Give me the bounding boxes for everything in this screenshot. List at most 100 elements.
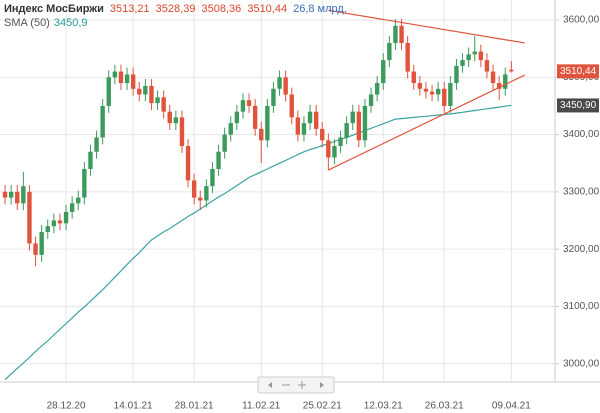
candle-body <box>143 85 148 95</box>
candle-body <box>320 128 325 141</box>
scroll-widget[interactable] <box>257 376 335 394</box>
ohlc-label: 3510,44 <box>247 3 288 15</box>
x-tick-label: 28.12.20 <box>47 401 86 412</box>
candle-body <box>313 111 319 129</box>
candle-body <box>503 74 508 89</box>
price-tag <box>557 64 599 79</box>
zoom-in[interactable] <box>298 381 306 389</box>
candle-body <box>448 83 453 106</box>
x-tick-label: 26.03.21 <box>425 401 464 412</box>
candle-body <box>423 88 429 92</box>
candle-body <box>246 100 252 106</box>
candle-body <box>289 94 294 118</box>
candle-body <box>429 91 435 95</box>
candle-body <box>368 94 374 106</box>
candle-body <box>112 71 118 78</box>
candle-body <box>124 74 130 84</box>
candle-body <box>295 117 301 135</box>
candle-body <box>277 77 282 89</box>
candle-body <box>216 151 221 169</box>
candle-body <box>167 111 172 124</box>
trendline <box>328 74 526 171</box>
instrument-title: Индекс МосБиржи <box>4 3 104 15</box>
trendline <box>328 9 525 44</box>
header-line: Индекс МосБиржи 3513,21 3528,39 3508,36 3… <box>4 2 347 16</box>
price-tag <box>557 98 599 113</box>
candle-body <box>381 60 386 84</box>
sma-line: SMA (50) 3450,9 <box>4 16 347 30</box>
candle-body <box>265 105 270 141</box>
candle-body <box>185 146 191 181</box>
candle-body <box>155 97 160 104</box>
candle-body <box>45 226 50 232</box>
x-tick-label: 09.04.21 <box>492 401 531 412</box>
candle-body <box>8 191 14 198</box>
candle-body <box>460 60 465 66</box>
candle-body <box>76 197 81 204</box>
candle-body <box>271 88 276 106</box>
candle-body <box>326 140 331 158</box>
x-tick-label: 28.01.21 <box>175 401 214 412</box>
scroll-left[interactable] <box>268 382 272 388</box>
ohlc-label: 3508,36 <box>201 3 242 15</box>
candle-body <box>259 128 264 141</box>
candle-body <box>130 74 136 89</box>
candle-body <box>27 191 32 244</box>
candle-body <box>82 168 87 198</box>
y-tick-label: 3300,00 <box>563 186 600 197</box>
scroll-right[interactable] <box>320 382 324 388</box>
y-tick-label: 3200,00 <box>563 244 600 255</box>
candle-body <box>191 180 197 198</box>
header: Индекс МосБиржи 3513,21 3528,39 3508,36 3… <box>4 2 347 30</box>
candle-body <box>2 191 8 198</box>
candle-body <box>69 203 75 212</box>
x-tick-label: 11.02.21 <box>242 401 281 412</box>
candle-body <box>466 54 471 61</box>
candle-body <box>496 83 502 89</box>
candle-body <box>57 220 63 224</box>
sma-name: SMA (50) <box>4 17 50 29</box>
candle-body <box>39 231 44 255</box>
candle-body <box>344 123 349 138</box>
candle-body <box>405 42 410 72</box>
candle-body <box>356 111 362 141</box>
x-tick-label: 14.01.21 <box>114 401 153 412</box>
candle-body <box>387 42 392 61</box>
candle-body <box>350 111 355 124</box>
candle-body <box>338 137 343 147</box>
candle-body <box>173 117 179 124</box>
candle-body <box>15 191 20 204</box>
candle-body <box>118 71 124 84</box>
candle-body <box>454 65 459 84</box>
y-tick-label: 3100,00 <box>563 301 600 312</box>
candle-body <box>228 123 233 135</box>
candle-body <box>21 186 26 204</box>
candle-body <box>399 25 404 43</box>
y-tick-label: 3400,00 <box>563 129 600 140</box>
y-tick-label: 3000,00 <box>563 358 600 369</box>
candle-body <box>149 85 154 104</box>
candle-body <box>435 88 441 95</box>
y-tick-label: 3600,00 <box>563 15 600 26</box>
ohlc-label: 3528,39 <box>155 3 196 15</box>
candle-body <box>509 69 514 72</box>
candle-body <box>210 168 215 187</box>
candle-body <box>88 151 93 169</box>
candle-body <box>411 71 416 84</box>
candle-body <box>33 243 38 255</box>
candle-body <box>252 105 258 129</box>
candle-body <box>472 51 477 55</box>
price-tag-label: 3450,90 <box>560 100 597 111</box>
x-tick-label: 12.03.21 <box>364 401 403 412</box>
candle-body <box>362 105 368 141</box>
candle-body <box>283 77 288 95</box>
candle-body <box>179 117 185 147</box>
candle-body <box>442 88 447 106</box>
candle-body <box>393 25 398 43</box>
candle-body <box>204 186 209 201</box>
candle-body <box>332 146 337 158</box>
sma-value: 3450,9 <box>53 17 88 29</box>
sma-line <box>4 104 512 381</box>
